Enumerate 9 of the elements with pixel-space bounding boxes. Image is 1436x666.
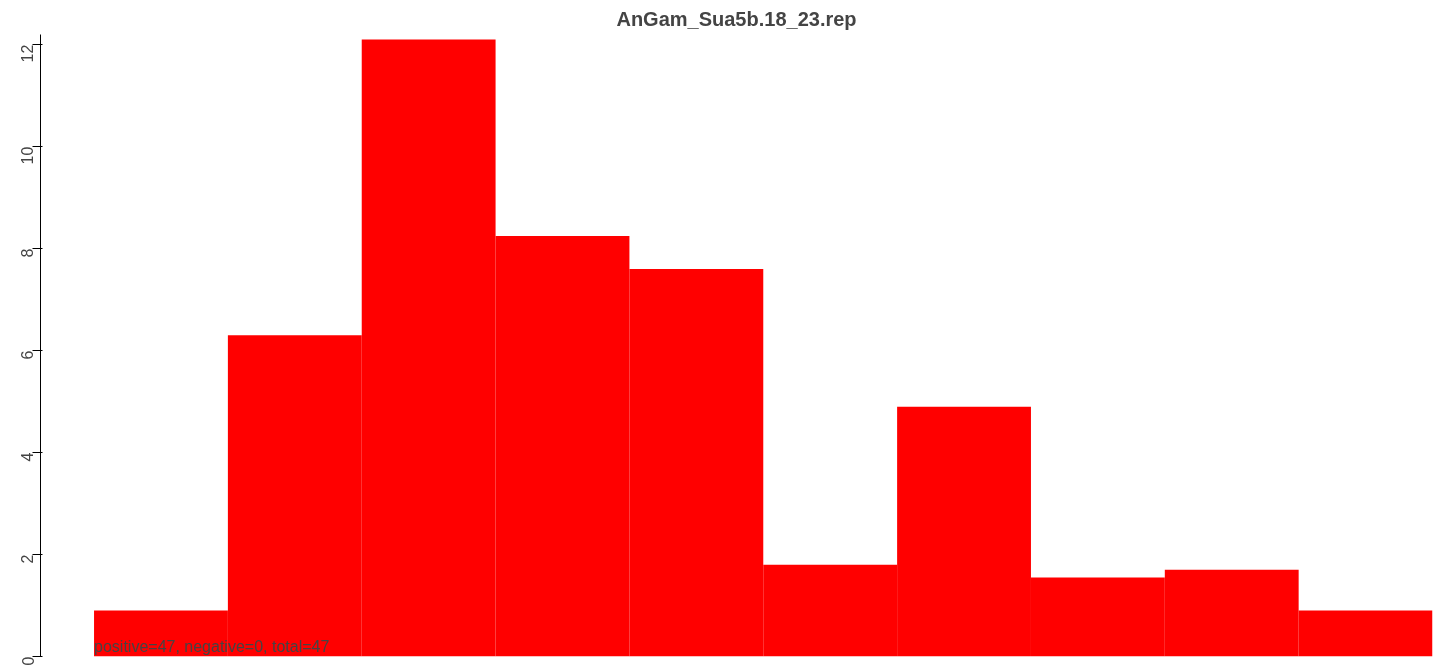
y-tick-label: 0 [19, 656, 37, 666]
y-tick-label: 10 [19, 146, 37, 165]
chart-title: AnGam_Sua5b.18_23.rep [616, 7, 857, 30]
y-tick-label: 4 [19, 452, 37, 462]
annotation: positive=47, negative=0, total=47 [94, 637, 330, 655]
y-tick-label: 12 [19, 44, 37, 63]
y-tick-label: 2 [19, 554, 37, 564]
y-tick-label: 8 [19, 248, 37, 258]
y-tick-label: 6 [19, 350, 37, 360]
